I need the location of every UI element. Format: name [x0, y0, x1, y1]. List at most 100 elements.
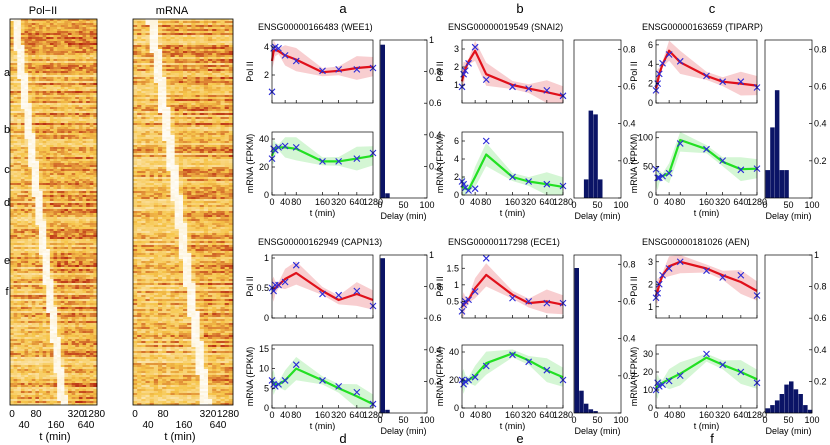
heatmap-cell: [10, 363, 14, 366]
heatmap-cell: [178, 35, 184, 38]
heatmap-cell: [31, 67, 36, 70]
heatmap-cell: [31, 173, 36, 176]
heatmap-cell: [224, 23, 230, 26]
heatmap-cell: [35, 95, 40, 98]
heatmap-cell: [31, 211, 36, 214]
heatmap-cell: [20, 195, 25, 198]
heatmap-cell: [35, 403, 40, 406]
heatmap-cell: [39, 369, 43, 372]
heatmap-cell: [78, 243, 83, 246]
heatmap-cell: [75, 375, 80, 378]
heatmap-cell: [20, 197, 25, 200]
heatmap-cell: [212, 19, 217, 22]
heatmap-cell: [46, 191, 51, 194]
heatmap-cell: [35, 287, 40, 290]
heatmap-cell: [60, 277, 65, 280]
heatmap-cell: [17, 327, 22, 330]
heatmap-cell: [42, 97, 47, 100]
heatmap-cell: [82, 99, 87, 102]
heatmap-cell: [82, 403, 87, 406]
heatmap-cell: [75, 157, 80, 160]
heatmap-cell: [60, 193, 65, 196]
heatmap-cell: [20, 75, 25, 78]
heatmap-cell: [31, 377, 36, 380]
heatmap-cell: [93, 273, 98, 276]
heatmap-cell: [89, 61, 94, 64]
heatmap-cell: [31, 397, 36, 400]
heatmap-cell: [57, 41, 62, 44]
heatmap-cell: [89, 263, 94, 266]
heatmap-cell: [68, 401, 72, 404]
heatmap-cell: [31, 107, 36, 110]
heatmap-cell: [75, 29, 80, 32]
heatmap-cell: [60, 131, 65, 134]
heatmap-cell: [39, 393, 43, 396]
heatmap-cell: [86, 251, 91, 254]
heatmap-cell: [82, 201, 87, 204]
heatmap-cell: [13, 191, 18, 194]
heatmap-cell: [35, 169, 40, 172]
heatmap-cell: [46, 119, 51, 122]
heatmap-cell: [53, 271, 58, 274]
heatmap-cell: [78, 299, 83, 302]
heatmap-cell: [46, 281, 51, 284]
heatmap-cell: [20, 347, 25, 350]
heatmap-cell: [46, 213, 51, 216]
heatmap-cell: [64, 65, 69, 68]
heatmap-cell: [10, 181, 14, 184]
heatmap-cell: [57, 371, 62, 374]
heatmap-cell: [64, 201, 69, 204]
heatmap-cell: [35, 47, 40, 50]
heatmap-cell: [82, 195, 87, 198]
heatmap-cell: [158, 19, 163, 22]
heatmap-cell: [28, 357, 33, 360]
heatmap-cell: [64, 123, 69, 126]
heatmap-cell: [78, 217, 83, 220]
heatmap-cell: [13, 135, 18, 138]
heatmap-cell: [78, 253, 83, 256]
heatmap-cell: [42, 401, 47, 404]
heatmap-cell: [17, 151, 22, 154]
heatmap-cell: [89, 75, 94, 78]
heatmap-cell: [68, 337, 72, 340]
heatmap-cell: [39, 181, 43, 184]
heatmap-cell: [17, 149, 22, 152]
heatmap-cell: [17, 147, 22, 150]
heatmap-cell: [64, 229, 69, 232]
heatmap-cell: [71, 397, 76, 400]
heatmap-cell: [35, 237, 40, 240]
heatmap-cell: [68, 291, 72, 294]
heatmap-cell: [24, 235, 29, 238]
heatmap-cell: [220, 31, 225, 34]
heatmap-cell: [39, 149, 43, 152]
heatmap-cell: [68, 265, 72, 268]
heatmap-cell: [64, 339, 69, 342]
heatmap-cell: [28, 351, 33, 354]
heatmap-cell: [17, 259, 22, 262]
heatmap-cell: [64, 283, 69, 286]
heatmap-cell: [75, 259, 80, 262]
heatmap-cell: [64, 91, 69, 94]
heatmap-cell: [133, 39, 138, 42]
heatmap-cell: [20, 235, 25, 238]
heatmap-cell: [78, 95, 83, 98]
heatmap-cell: [82, 33, 87, 36]
heatmap-cell: [31, 65, 36, 68]
heatmap-cell: [68, 343, 72, 346]
heatmap-cell: [82, 127, 87, 130]
heatmap-cell: [53, 269, 58, 272]
heatmap-cell: [53, 191, 58, 194]
heatmap-cell: [20, 35, 25, 38]
heatmap-cell: [60, 21, 65, 24]
heatmap-cell: [28, 283, 33, 286]
heatmap-cell: [89, 237, 94, 240]
heatmap-cell: [82, 289, 87, 292]
heatmap-cell: [57, 135, 62, 138]
heatmap-cell: [10, 293, 14, 296]
heatmap-cell: [20, 309, 25, 312]
heatmap-cell: [68, 41, 72, 44]
heatmap-cell: [93, 187, 98, 190]
heatmap-cell: [20, 227, 25, 230]
heatmap-cell: [64, 63, 69, 66]
heatmap-cell: [10, 221, 14, 224]
